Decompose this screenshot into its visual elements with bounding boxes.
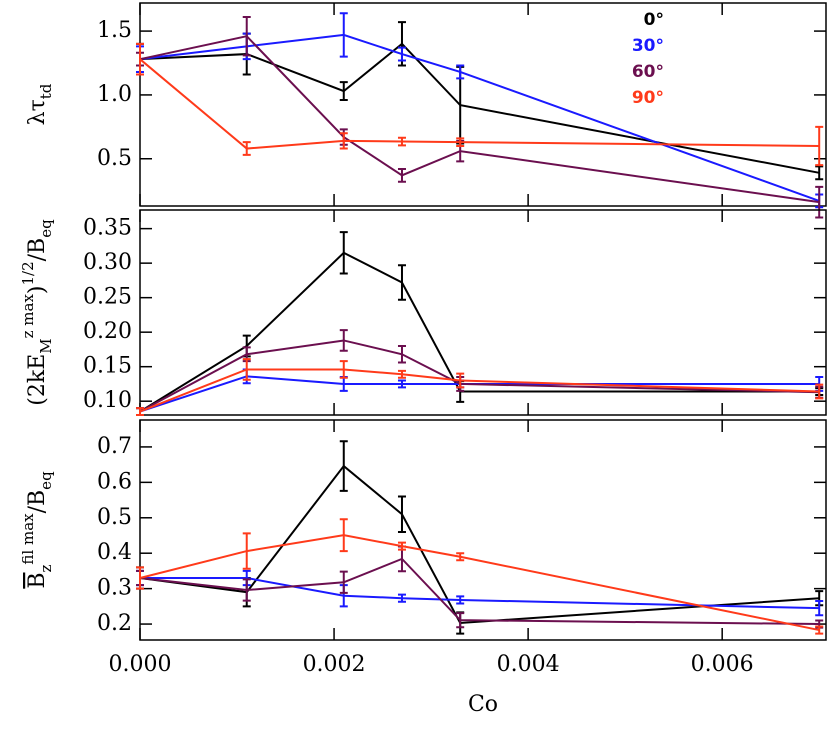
error-bar (242, 578, 251, 602)
y-axis-label-part: 1/2 (19, 261, 37, 285)
series-line (139, 42, 820, 174)
y-tick-label: 0.25 (83, 285, 132, 310)
legend-label: 90° (632, 88, 664, 108)
error-bar (242, 358, 251, 381)
x-tick-label: 0.004 (497, 652, 560, 677)
series-line (139, 368, 820, 413)
y-tick-label: 0.5 (97, 505, 132, 530)
error-bar (339, 518, 348, 553)
error-bar (456, 595, 465, 605)
series-line (139, 35, 820, 204)
y-axis-label-part: λτ (25, 99, 50, 125)
error-bar (339, 440, 348, 492)
y-axis-label-part: z (37, 565, 55, 573)
error-bar (242, 532, 251, 570)
legend-label: 60° (632, 62, 664, 82)
plot-frame (139, 419, 827, 641)
legend-label: 0° (644, 10, 664, 30)
plot-frame (139, 2, 827, 207)
y-axis-label-part: (2kE (25, 354, 50, 406)
error-bar (136, 42, 144, 76)
error-bar (397, 379, 406, 389)
y-axis-label-part: /B (25, 238, 50, 262)
error-bar (815, 165, 824, 181)
series-line (139, 464, 820, 625)
error-bar (136, 566, 144, 590)
error-bar (815, 600, 824, 617)
y-tick-label: 1.0 (97, 82, 132, 107)
x-tick-label: 0.002 (303, 652, 366, 677)
error-bar (339, 329, 348, 352)
error-bar (397, 264, 406, 301)
y-axis-label-part: B (25, 573, 50, 589)
panel: 0.10 0.15 0.20 0.25 0.30 0.35 (2kEMz max)1/2/B… (19, 209, 827, 416)
y-axis-label-part: eq (37, 471, 55, 490)
y-tick-label: 0.15 (83, 354, 132, 379)
panel: 0.2 0.3 0.4 0.5 0.6 0.7 0.000 0.002 0.004 0.006 Co… (19, 419, 827, 717)
y-tick-label: 0.3 (97, 576, 132, 601)
y-tick-label: 0.7 (97, 434, 132, 459)
y-axis-label-part: M (37, 338, 55, 353)
error-bar (456, 612, 465, 629)
y-tick-label: 0.30 (83, 250, 132, 275)
series-line (139, 534, 820, 632)
series-line (139, 557, 820, 626)
x-tick-label: 0.000 (109, 652, 172, 677)
series-line (139, 375, 820, 413)
legend-label: 30° (632, 36, 664, 56)
error-bar (397, 593, 406, 603)
y-tick-label: 0.6 (97, 469, 132, 494)
y-axis-label: Bzfil max/Beq (19, 471, 55, 589)
y-tick-label: 0.4 (97, 540, 132, 565)
error-bar (339, 231, 348, 275)
error-bar (397, 541, 406, 551)
error-bar (339, 12, 348, 58)
error-bar (339, 360, 348, 379)
y-axis-label-part: /B (25, 490, 50, 514)
error-bar (815, 625, 824, 635)
series-line (140, 577, 820, 610)
series-line (139, 339, 820, 413)
y-axis-label-part: ) (25, 285, 50, 294)
series-line (139, 251, 820, 413)
y-axis-label-part: fil max (19, 513, 37, 565)
y-axis-label-part: td (37, 83, 55, 99)
error-bar (815, 383, 824, 400)
error-bar (339, 81, 348, 102)
error-bar (397, 495, 406, 533)
y-axis-label-part: eq (37, 219, 55, 238)
error-bar (242, 141, 251, 156)
error-bar (339, 132, 348, 150)
y-tick-label: 0.5 (97, 146, 132, 171)
error-bar (397, 167, 406, 183)
y-axis-label: λτtd (25, 83, 55, 125)
x-axis-label: Co (468, 692, 498, 717)
series-line (139, 33, 820, 202)
error-bar (242, 16, 251, 57)
error-bar (815, 185, 824, 219)
error-bar (456, 372, 465, 389)
x-tick-label: 0.006 (691, 652, 754, 677)
panel: 0.5 1.0 1.5 λτtd 0° 30° 60° 90° (25, 2, 827, 219)
y-tick-label: 0.2 (97, 611, 132, 636)
y-tick-label: 1.5 (97, 18, 132, 43)
plot-frame (139, 209, 827, 416)
error-bar (456, 552, 465, 562)
error-bar (397, 46, 406, 62)
error-bar (397, 369, 406, 379)
y-tick-label: 0.20 (83, 319, 132, 344)
y-axis-label: (2kEMz max)1/2/Beq (19, 219, 55, 406)
y-axis-label-part: z max (19, 294, 37, 339)
error-bar (397, 344, 406, 364)
error-bar (456, 64, 465, 80)
series-line (139, 58, 820, 150)
error-bar (397, 136, 406, 147)
error-bar (456, 137, 465, 147)
error-bar (339, 570, 348, 594)
y-tick-label: 0.10 (83, 388, 132, 413)
y-tick-label: 0.35 (83, 216, 132, 241)
error-bar (136, 407, 144, 416)
error-bar (815, 125, 824, 167)
